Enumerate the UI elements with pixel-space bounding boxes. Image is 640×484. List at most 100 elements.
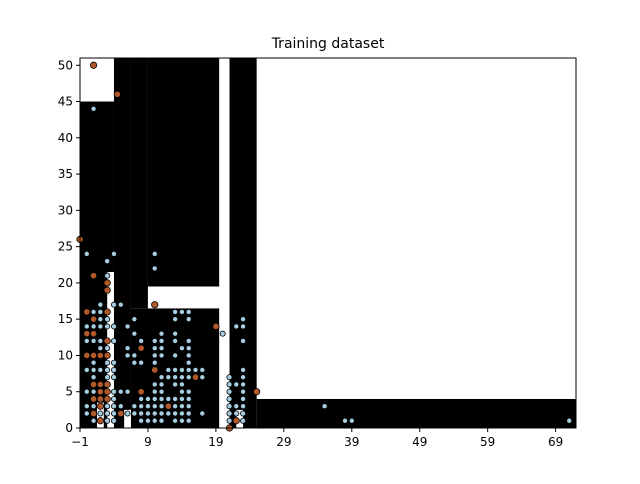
point-light-blue [90,388,97,395]
point-brown [83,351,91,360]
point-light-blue [104,359,111,366]
point-light-blue [240,374,247,381]
point-light-blue [131,330,138,337]
point-light-blue [158,410,165,417]
point-light-blue [151,388,158,395]
point-light-blue [104,323,111,330]
point-light-blue [158,352,165,359]
point-brown [96,388,104,396]
point-light-blue [151,381,158,388]
point-light-blue [131,352,138,359]
point-light-blue [178,410,185,417]
point-light-blue [178,374,185,381]
point-light-blue [138,359,145,366]
point-light-blue [110,337,117,344]
point-light-blue [90,366,97,373]
point-light-blue [240,417,247,424]
point-light-blue [240,381,247,388]
point-light-blue [185,403,192,410]
point-light-blue [151,403,158,410]
region-white [147,286,220,309]
point-brown [103,308,111,316]
point-light-blue [240,388,247,395]
x-tick-label: 19 [208,435,223,449]
y-tick-label: 15 [58,312,73,326]
point-light-blue [110,388,117,395]
point-light-blue [172,308,179,315]
point-light-blue [83,366,90,373]
x-tick-label: 69 [548,435,563,449]
point-light-blue [97,366,104,373]
point-brown [89,330,98,338]
point-light-blue [158,330,165,337]
y-tick-label: 50 [58,58,73,72]
point-brown [164,402,172,410]
point-light-blue [151,250,158,257]
point-brown [103,351,111,360]
point-brown [83,308,91,316]
point-light-blue [192,366,199,373]
point-light-blue [185,388,192,395]
point-light-blue [158,388,165,395]
point-brown [89,61,98,69]
point-brown [113,90,121,98]
point-light-blue [104,316,111,323]
point-light-blue [124,352,131,359]
point-light-blue [240,403,247,410]
data-points [76,61,573,432]
point-light-blue [104,417,111,424]
y-tick-label: 10 [58,348,73,362]
point-light-blue [226,395,233,402]
point-light-blue [185,316,192,323]
point-light-blue [178,417,185,424]
point-light-blue [138,395,145,402]
point-light-blue [219,330,226,337]
point-light-blue [90,323,97,330]
point-brown [89,351,98,360]
point-light-blue [104,272,111,279]
x-tick-label: 39 [344,435,359,449]
point-light-blue [151,265,158,272]
point-light-blue [110,374,117,381]
point-light-blue [185,410,192,417]
point-light-blue [165,374,172,381]
y-tick-label: 20 [58,276,73,290]
point-light-blue [199,410,206,417]
x-tick-label: 59 [480,435,495,449]
point-light-blue [178,345,185,352]
point-light-blue [158,381,165,388]
point-light-blue [185,308,192,315]
point-light-blue [90,374,97,381]
point-light-blue [90,359,97,366]
region-white [124,409,131,428]
point-light-blue [110,410,117,417]
point-light-blue [226,388,233,395]
point-light-blue [110,250,117,257]
y-axis: 0 5 10 15 20 25 30 35 40 45 50 [58,58,80,435]
point-light-blue [90,308,97,315]
region-white [236,409,244,428]
point-brown [103,286,111,294]
point-brown [83,330,91,338]
point-light-blue [151,352,158,359]
point-light-blue [144,403,151,410]
point-brown [89,380,98,389]
point-light-blue [185,352,192,359]
point-brown [232,417,240,425]
axes-frame [79,57,577,429]
point-brown [103,380,111,389]
point-light-blue [138,403,145,410]
y-tick-label: 25 [58,240,73,254]
point-light-blue [97,323,104,330]
point-light-blue [117,403,124,410]
point-light-blue [90,417,97,424]
point-light-blue [97,345,104,352]
point-light-blue [104,258,111,265]
point-light-blue [124,345,131,352]
point-light-blue [233,381,240,388]
point-light-blue [144,395,151,402]
point-light-blue [226,381,233,388]
region-black [130,58,148,309]
point-light-blue [97,337,104,344]
